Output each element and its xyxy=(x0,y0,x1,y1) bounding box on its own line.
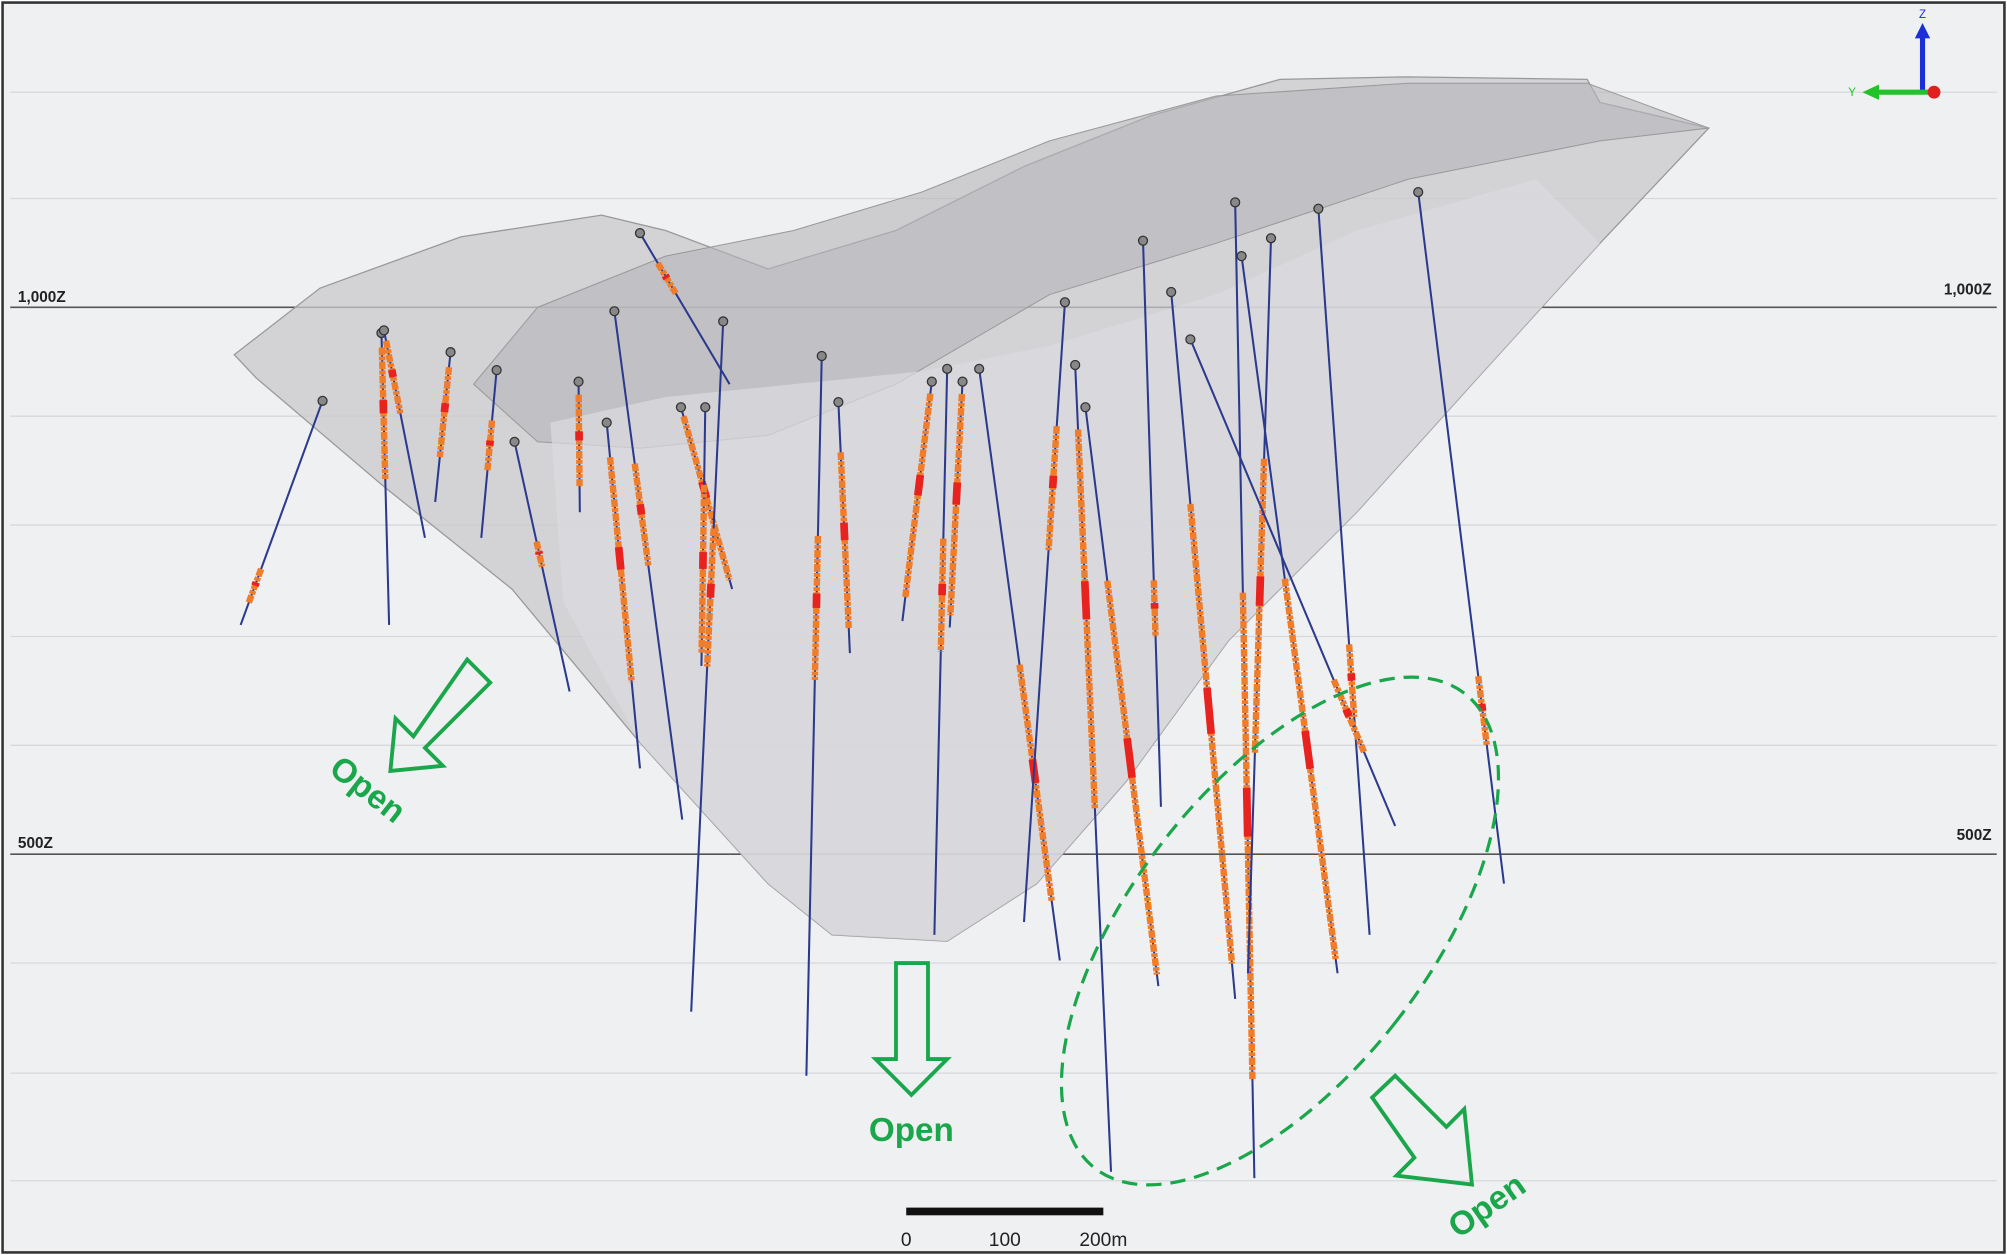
collar xyxy=(1059,297,1071,308)
collar xyxy=(378,325,390,336)
high-grade-interval xyxy=(1203,687,1216,735)
high-grade-interval xyxy=(1080,581,1091,620)
collar xyxy=(573,376,584,387)
collar xyxy=(1265,233,1277,244)
collar xyxy=(942,363,953,374)
open-label: Open xyxy=(869,1112,954,1149)
axis-triad: Z Y xyxy=(1848,9,1941,100)
scale-bar xyxy=(906,1207,1104,1216)
drill-trace xyxy=(1022,302,1066,923)
drill-holes xyxy=(239,186,1505,1179)
collar xyxy=(317,395,328,406)
collar xyxy=(926,376,937,387)
high-grade-interval xyxy=(1301,730,1315,770)
collar xyxy=(445,347,456,358)
collar xyxy=(974,363,985,374)
high-grade-interval xyxy=(1347,673,1356,681)
collar xyxy=(1080,402,1091,413)
assay-interval xyxy=(937,538,947,652)
high-grade-interval xyxy=(251,581,260,588)
collar xyxy=(634,227,646,239)
axis-label: Y xyxy=(1848,87,1856,99)
collar xyxy=(1137,235,1149,246)
collar xyxy=(833,396,844,408)
collar xyxy=(1313,203,1324,214)
collar xyxy=(491,364,502,376)
collar xyxy=(509,436,520,447)
collar xyxy=(700,402,711,413)
open-arrow xyxy=(388,656,493,774)
high-grade-interval xyxy=(440,402,450,413)
axis-label: Z xyxy=(1919,9,1926,21)
drill-trace xyxy=(1317,208,1371,935)
high-grade-interval xyxy=(535,550,544,556)
drill-trace xyxy=(1189,338,1397,827)
assay-interval xyxy=(436,366,453,458)
grid xyxy=(10,91,1997,1182)
high-grade-interval xyxy=(1048,475,1058,489)
collar xyxy=(601,417,612,428)
assay-interval xyxy=(811,535,822,680)
collar xyxy=(1070,359,1081,371)
collar xyxy=(1185,334,1196,345)
high-grade-interval xyxy=(636,503,646,516)
assay-interval xyxy=(1281,578,1339,960)
high-grade-interval xyxy=(661,273,671,281)
high-grade-interval xyxy=(388,369,397,378)
collar xyxy=(1166,286,1177,298)
high-grade-interval xyxy=(1477,703,1487,712)
assay-interval xyxy=(1187,503,1236,964)
drill-trace xyxy=(805,355,823,1076)
high-grade-interval xyxy=(1123,737,1136,779)
drill-trace xyxy=(1417,191,1505,884)
assay-interval xyxy=(382,340,404,415)
collar xyxy=(1230,197,1241,208)
scale-label: 100 xyxy=(989,1230,1021,1251)
assay-interval xyxy=(1345,644,1358,718)
high-grade-interval xyxy=(614,546,625,570)
collar xyxy=(718,316,729,327)
scale-label: 200m xyxy=(1079,1230,1127,1251)
assay-interval xyxy=(1251,458,1268,753)
drill-trace xyxy=(639,232,731,385)
collar xyxy=(1413,186,1424,198)
elevation-label: 1,000Z xyxy=(1944,282,1992,299)
elevation-label: 1,000Z xyxy=(18,289,66,306)
collar xyxy=(816,350,827,362)
assay-interval xyxy=(902,393,934,598)
assay-interval xyxy=(484,420,496,472)
high-grade-interval xyxy=(1255,576,1265,606)
high-grade-interval xyxy=(914,474,925,496)
collar xyxy=(675,402,687,413)
high-grade-interval xyxy=(1242,787,1252,837)
high-grade-interval xyxy=(840,522,849,541)
high-grade-interval xyxy=(706,583,715,598)
assay-interval xyxy=(575,394,583,487)
assay-interval xyxy=(1150,580,1159,638)
scale-label: 0 xyxy=(901,1230,912,1251)
collar xyxy=(1236,250,1247,262)
collar xyxy=(957,376,968,387)
assay-interval xyxy=(837,452,852,629)
open-arrow xyxy=(1369,1073,1475,1187)
target-ellipse xyxy=(1059,675,1501,1187)
high-grade-interval xyxy=(952,482,962,505)
high-grade-interval xyxy=(1342,707,1353,718)
drill-trace xyxy=(1141,240,1162,807)
collar xyxy=(609,306,620,317)
elevation-label: 500Z xyxy=(18,835,53,852)
elevation-label: 500Z xyxy=(1957,827,1992,844)
open-arrow xyxy=(870,961,952,1098)
